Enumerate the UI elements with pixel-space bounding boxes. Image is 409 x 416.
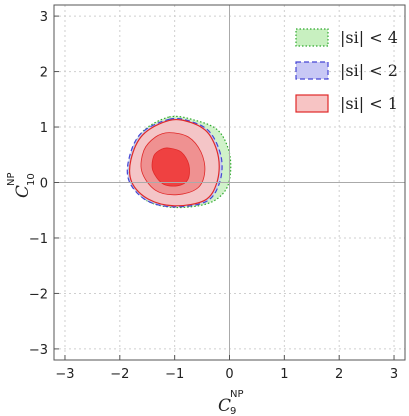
x-axis-label-base: C — [218, 396, 231, 416]
legend-swatch — [295, 61, 329, 80]
y-tick-label: 0 — [40, 177, 48, 192]
legend-label: |si| < 1 — [340, 94, 398, 113]
x-axis-label-sub: 9 — [230, 406, 236, 416]
x-tick-label: 0 — [225, 367, 233, 382]
contour-regions — [126, 115, 232, 209]
x-tick-label: −2 — [110, 367, 129, 382]
zero-axes — [54, 5, 405, 360]
x-tick-label: 2 — [335, 367, 343, 382]
y-tick-label: 2 — [40, 66, 48, 81]
legend-swatch — [295, 94, 329, 113]
legend: |si| < 4 |si| < 2 |si| < 1 — [295, 28, 398, 113]
x-tick-label: 3 — [390, 367, 398, 382]
x-tick-label: 1 — [280, 367, 288, 382]
y-axis-label-sub: 10 — [26, 173, 37, 186]
y-axis-label: C NP 10 — [6, 172, 37, 198]
y-axis-label-sup: NP — [6, 172, 17, 186]
legend-item-1: |si| < 4 — [295, 28, 398, 47]
legend-label: |si| < 2 — [340, 61, 398, 80]
legend-swatch — [295, 28, 329, 47]
legend-item-3: |si| < 1 — [295, 94, 398, 113]
y-axis-label-base: C — [13, 185, 33, 198]
x-axis-label: C NP 9 — [218, 389, 244, 416]
x-axis-label-sup: NP — [230, 389, 244, 400]
y-ticks: −3 −2 −1 0 1 2 3 — [29, 10, 59, 358]
series-3-region — [128, 118, 220, 207]
y-tick-label: 3 — [40, 10, 48, 25]
x-ticks: −3 −2 −1 0 1 2 3 — [55, 355, 398, 382]
y-tick-label: −3 — [29, 343, 48, 358]
contour-level-3 — [151, 147, 190, 187]
y-tick-label: 1 — [40, 121, 48, 136]
x-tick-label: −1 — [165, 367, 184, 382]
y-tick-label: −2 — [29, 287, 48, 302]
legend-label: |si| < 4 — [340, 28, 398, 47]
x-tick-label: −3 — [55, 367, 74, 382]
legend-item-2: |si| < 2 — [295, 61, 398, 80]
y-tick-label: −1 — [29, 232, 48, 247]
